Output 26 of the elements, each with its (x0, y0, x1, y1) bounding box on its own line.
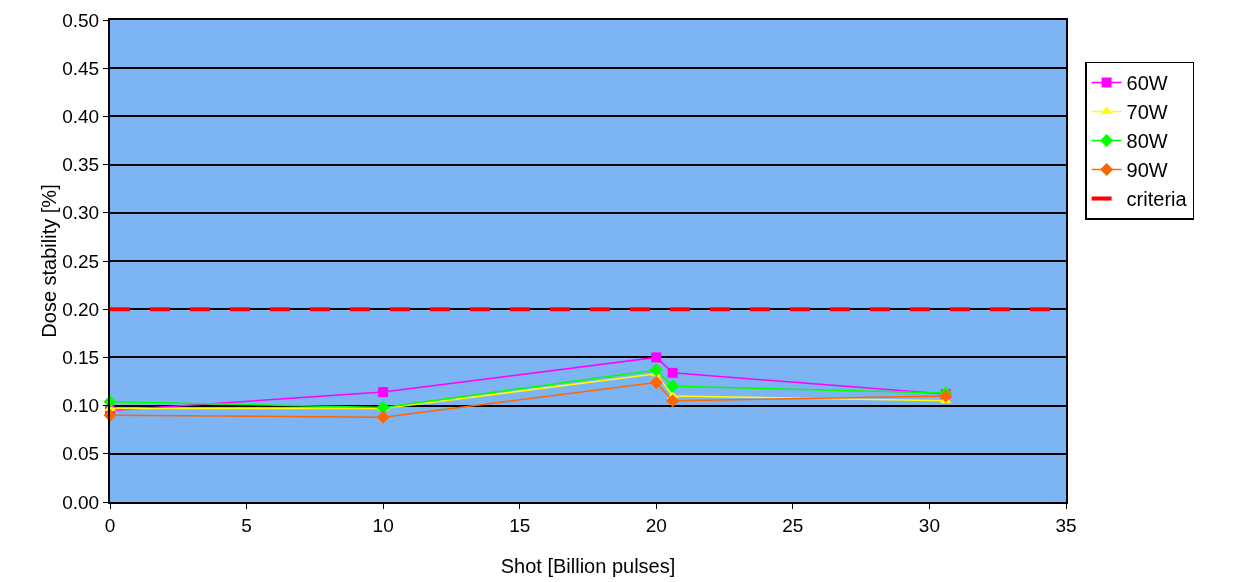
y-tick-label: 0.25 (62, 250, 100, 272)
y-axis-title: Dose stability [%] (38, 184, 61, 338)
y-tick-label: 0.15 (62, 347, 100, 369)
x-tick-label: 15 (509, 514, 531, 536)
y-tick-label: 0.20 (62, 298, 100, 320)
x-tick-label: 25 (782, 514, 804, 536)
x-tick-label: 0 (104, 514, 116, 536)
legend-label: 70W (1126, 101, 1168, 124)
x-tick-label: 5 (241, 514, 252, 536)
y-tick-label: 0.30 (62, 202, 100, 224)
y-tick-label: 0.50 (62, 9, 100, 31)
x-tick-label: 35 (1055, 514, 1077, 536)
y-tick-label: 0.00 (62, 491, 100, 513)
y-tick-label: 0.05 (62, 443, 100, 465)
legend-label: 80W (1126, 130, 1168, 153)
legend-label: criteria (1126, 188, 1188, 211)
y-tick-label: 0.35 (62, 154, 100, 176)
x-tick-label: 20 (645, 514, 667, 536)
x-tick-label: 30 (918, 514, 940, 536)
x-axis-title: Shot [Billion pulses] (500, 555, 676, 577)
y-tick-label: 0.40 (62, 106, 100, 128)
legend-label: 60W (1126, 72, 1168, 95)
y-tick-label: 0.45 (62, 57, 100, 79)
legend-label: 90W (1126, 159, 1168, 182)
y-tick-label: 0.10 (62, 395, 100, 417)
x-tick-label: 10 (372, 514, 394, 536)
